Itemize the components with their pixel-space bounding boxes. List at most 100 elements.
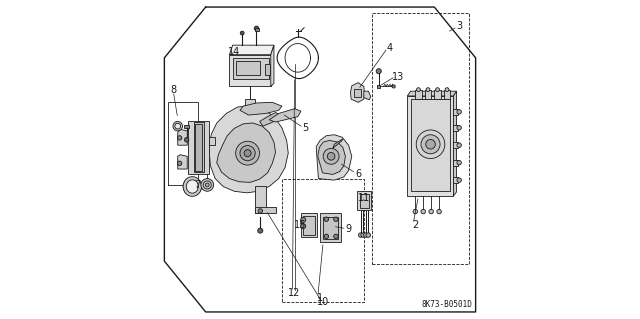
Ellipse shape <box>186 180 198 193</box>
Polygon shape <box>351 83 364 102</box>
Circle shape <box>366 233 371 237</box>
Circle shape <box>457 143 461 147</box>
Text: 5: 5 <box>303 123 309 133</box>
Polygon shape <box>318 140 346 174</box>
Polygon shape <box>358 191 371 210</box>
Circle shape <box>333 234 338 239</box>
Polygon shape <box>453 109 458 115</box>
Text: 6: 6 <box>355 169 361 179</box>
Circle shape <box>301 217 306 222</box>
Polygon shape <box>301 213 317 237</box>
Polygon shape <box>188 122 209 174</box>
Circle shape <box>376 69 381 74</box>
Polygon shape <box>407 96 453 196</box>
Circle shape <box>184 137 189 142</box>
Circle shape <box>327 152 335 160</box>
Circle shape <box>254 26 259 31</box>
Polygon shape <box>453 142 458 148</box>
Text: 8K73-B0501D: 8K73-B0501D <box>422 300 472 309</box>
Circle shape <box>240 31 244 35</box>
Ellipse shape <box>201 179 214 191</box>
Polygon shape <box>453 124 458 131</box>
Polygon shape <box>360 194 369 208</box>
Circle shape <box>445 88 449 92</box>
Circle shape <box>437 209 442 214</box>
Polygon shape <box>435 90 441 99</box>
Polygon shape <box>184 124 189 128</box>
Circle shape <box>177 161 182 166</box>
Circle shape <box>324 217 328 221</box>
Circle shape <box>258 209 262 213</box>
Circle shape <box>457 125 461 130</box>
Ellipse shape <box>244 150 251 157</box>
Text: 1: 1 <box>317 293 323 303</box>
Polygon shape <box>323 217 339 239</box>
Polygon shape <box>377 85 380 88</box>
Polygon shape <box>255 28 259 31</box>
Polygon shape <box>209 137 215 145</box>
Ellipse shape <box>205 183 209 187</box>
Ellipse shape <box>240 145 255 161</box>
Polygon shape <box>320 213 340 242</box>
Text: 15: 15 <box>294 219 307 230</box>
Polygon shape <box>364 91 371 100</box>
Polygon shape <box>444 90 450 99</box>
Polygon shape <box>354 89 362 97</box>
Circle shape <box>177 136 182 140</box>
Text: 3: 3 <box>457 21 463 31</box>
Polygon shape <box>260 113 280 126</box>
Text: 13: 13 <box>392 72 404 82</box>
Polygon shape <box>217 123 276 182</box>
Polygon shape <box>240 102 282 115</box>
Polygon shape <box>230 55 271 86</box>
Text: 11: 11 <box>358 193 371 203</box>
Polygon shape <box>303 216 315 235</box>
Polygon shape <box>453 160 458 166</box>
Ellipse shape <box>236 141 259 165</box>
Polygon shape <box>266 64 270 75</box>
Polygon shape <box>271 45 274 86</box>
Polygon shape <box>178 129 188 145</box>
Circle shape <box>324 234 328 239</box>
Circle shape <box>457 160 461 165</box>
Circle shape <box>323 148 339 164</box>
Circle shape <box>361 233 365 237</box>
Circle shape <box>392 85 396 88</box>
Polygon shape <box>269 109 301 122</box>
Polygon shape <box>236 61 260 75</box>
Polygon shape <box>245 99 255 106</box>
Circle shape <box>364 233 368 237</box>
Text: 7: 7 <box>195 180 201 190</box>
Ellipse shape <box>183 177 202 196</box>
Text: 8: 8 <box>170 85 177 95</box>
Polygon shape <box>412 99 450 191</box>
Polygon shape <box>415 90 422 99</box>
Polygon shape <box>230 45 274 55</box>
Polygon shape <box>333 139 343 148</box>
Polygon shape <box>316 135 352 180</box>
Text: 14: 14 <box>228 47 241 56</box>
Circle shape <box>301 224 306 229</box>
Circle shape <box>421 209 426 214</box>
Polygon shape <box>209 106 288 193</box>
Text: 10: 10 <box>317 297 330 308</box>
Text: 4: 4 <box>387 43 393 53</box>
Circle shape <box>426 139 435 149</box>
Circle shape <box>429 209 433 214</box>
Polygon shape <box>453 91 456 196</box>
Polygon shape <box>255 207 276 213</box>
Ellipse shape <box>204 181 211 189</box>
Circle shape <box>333 217 338 221</box>
Polygon shape <box>407 91 456 96</box>
Polygon shape <box>193 122 204 172</box>
Circle shape <box>457 178 461 182</box>
Circle shape <box>358 233 363 237</box>
Circle shape <box>426 88 430 92</box>
Circle shape <box>436 88 440 92</box>
Ellipse shape <box>173 122 182 131</box>
Circle shape <box>258 228 263 233</box>
Circle shape <box>416 130 445 159</box>
Polygon shape <box>195 124 202 171</box>
Circle shape <box>417 88 420 92</box>
Text: 2: 2 <box>412 219 419 230</box>
